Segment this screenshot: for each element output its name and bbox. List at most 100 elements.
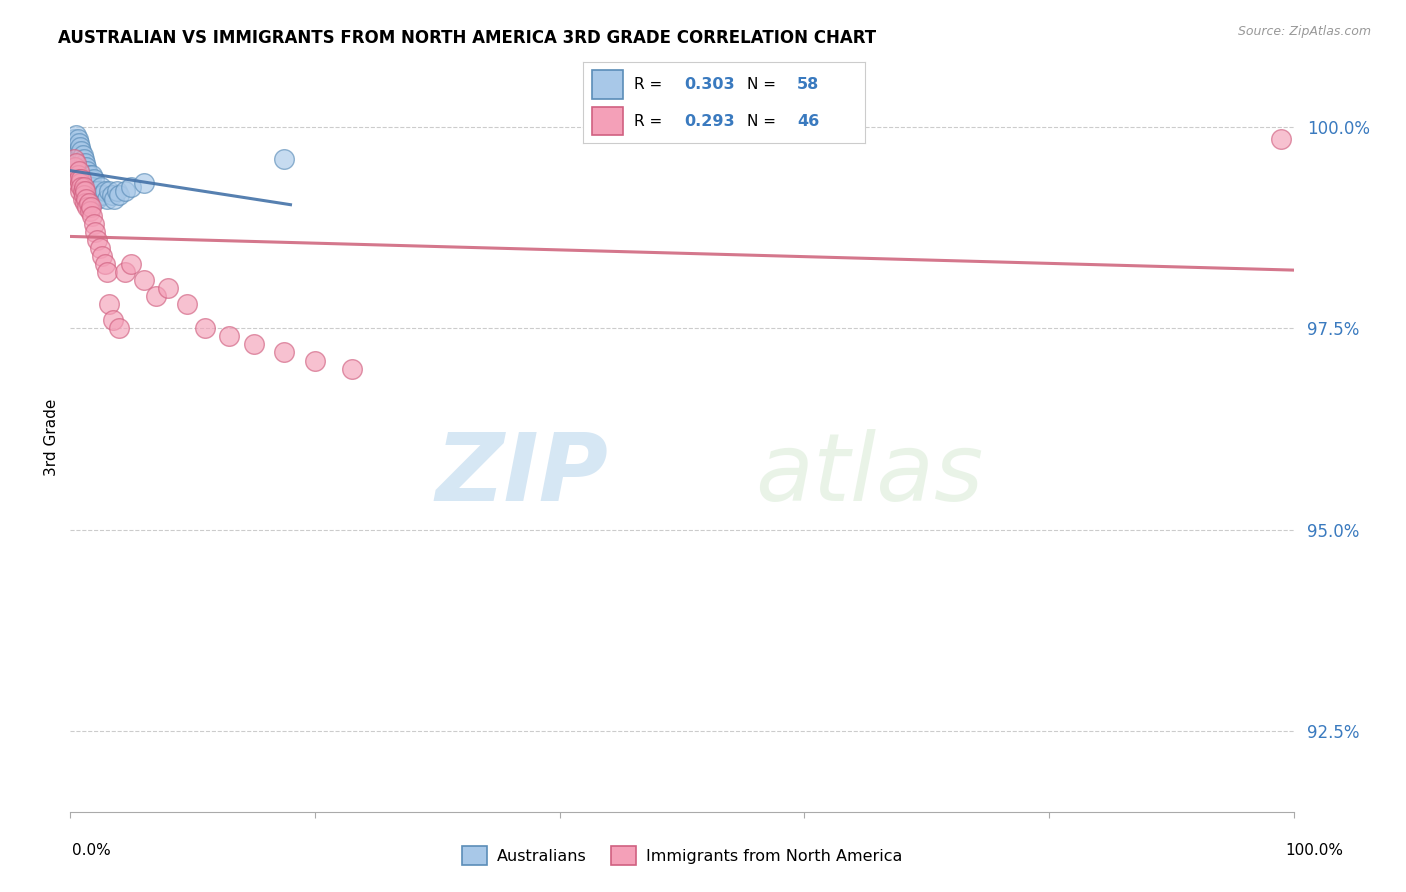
Point [84,185,107,199]
Point [80,201,103,215]
Point [101,313,124,327]
Point [79,172,101,186]
Point [79,204,101,219]
Point [73,188,96,202]
Point [66,168,89,182]
Text: N =: N = [747,77,780,92]
Point [98,185,121,199]
Point [121,257,143,271]
Point [72,148,94,162]
Point [66,132,89,146]
Point [98,297,121,311]
Point [72,160,94,174]
Point [304,353,326,368]
Point [77,168,100,182]
Point [66,144,89,158]
Point [108,321,131,335]
Point [75,193,97,207]
Point [72,176,94,190]
FancyBboxPatch shape [592,107,623,136]
Point [66,152,89,166]
Point [72,168,94,182]
Point [101,188,124,202]
Point [73,172,96,186]
Point [69,152,91,166]
Point [67,136,90,150]
Point [70,156,93,170]
Point [83,193,105,207]
Point [76,176,98,190]
Point [340,361,363,376]
Point [73,196,96,211]
Point [73,176,96,190]
Point [65,140,87,154]
Point [73,164,96,178]
Point [108,188,131,202]
Point [145,289,167,303]
Point [86,233,108,247]
Point [91,188,114,202]
Point [67,172,90,186]
Text: ZIP: ZIP [436,428,609,521]
Point [65,156,87,170]
Point [114,265,136,279]
Point [65,128,87,142]
Point [76,201,98,215]
Point [103,193,125,207]
Point [93,257,115,271]
Point [91,249,114,263]
Point [132,176,155,190]
Point [70,172,93,186]
Text: N =: N = [747,113,780,128]
Point [93,185,115,199]
Text: 0.293: 0.293 [685,113,735,128]
Point [63,136,86,150]
Point [83,225,105,239]
Point [273,152,295,166]
Point [82,180,104,194]
Point [83,185,105,199]
Text: AUSTRALIAN VS IMMIGRANTS FROM NORTH AMERICA 3RD GRADE CORRELATION CHART: AUSTRALIAN VS IMMIGRANTS FROM NORTH AMER… [58,29,876,47]
Point [87,185,110,199]
Point [86,193,108,207]
Point [76,164,98,178]
Point [69,140,91,154]
Point [73,152,96,166]
Point [67,156,90,170]
Point [89,241,111,255]
Point [63,152,86,166]
Point [66,176,89,190]
Point [69,185,91,199]
Point [70,144,93,158]
Text: R =: R = [634,77,668,92]
Point [67,164,90,178]
Point [96,193,118,207]
Point [77,196,100,211]
Point [83,217,105,231]
Text: R =: R = [634,113,668,128]
Point [1270,132,1292,146]
Y-axis label: 3rd Grade: 3rd Grade [44,399,59,475]
Text: 58: 58 [797,77,820,92]
Point [69,160,91,174]
Point [73,180,96,194]
Point [69,176,91,190]
Point [79,185,101,199]
Point [75,172,97,186]
Text: atlas: atlas [755,429,984,520]
Point [72,193,94,207]
Point [63,160,86,174]
Point [67,148,90,162]
FancyBboxPatch shape [592,70,623,99]
Text: 0.303: 0.303 [685,77,735,92]
Point [73,156,96,170]
Point [96,265,118,279]
Point [121,180,143,194]
Point [75,160,97,174]
Point [70,164,93,178]
Point [83,172,105,186]
Point [70,180,93,194]
Point [69,168,91,182]
Point [194,321,217,335]
Point [157,281,180,295]
